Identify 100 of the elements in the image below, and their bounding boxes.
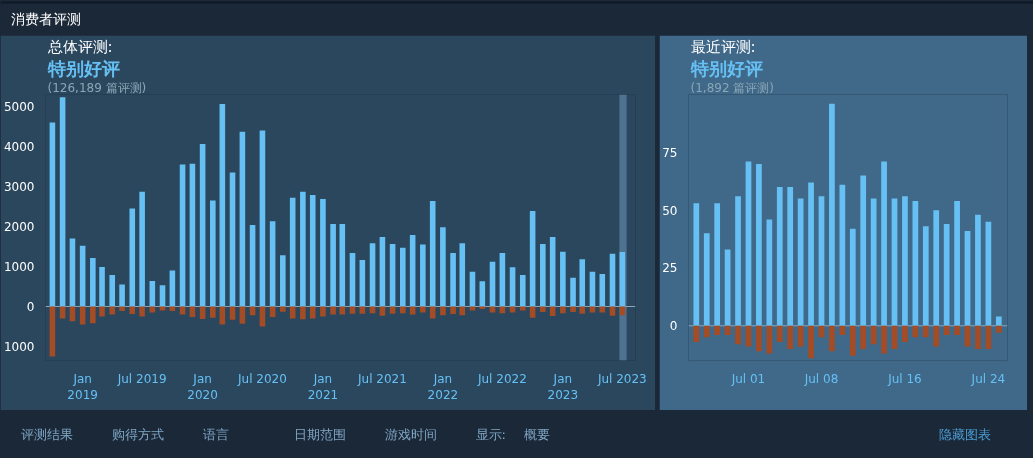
annotation: (126,189 篇评测) [47,80,147,95]
bar [309,306,316,319]
bar [540,244,546,307]
bar [540,306,546,313]
bar [249,224,256,307]
x-tick-label: Jul 2019 [116,371,167,386]
bar [109,306,116,315]
bar [589,271,596,307]
bar [579,306,586,314]
bar [109,274,116,307]
bar [330,224,336,307]
bar [309,194,316,307]
bar [119,306,125,311]
chart-subtitle: 特别好评 [46,57,120,79]
text: 日期范围 [293,427,346,442]
bar [808,325,814,359]
y-tick-label: 50 [662,203,678,218]
bar [609,253,616,307]
x-tick-label: Jul 2023 [596,371,647,386]
annotation: (1,892 篇评测) [690,80,775,95]
y-tick-label: 0 [669,319,678,334]
bar [995,325,1002,333]
bar [280,306,286,312]
y-tick-label: 75 [662,145,678,160]
bar [159,285,166,307]
bar [359,260,366,307]
bar [210,306,216,318]
bar [289,306,296,319]
text: 隐藏图表 [938,427,991,442]
bar [529,210,536,307]
bar [975,214,981,326]
bar [829,325,835,352]
bar [199,144,206,307]
bar [119,284,125,307]
bar [409,234,416,307]
bar [766,325,773,354]
bar [300,191,306,307]
bar [269,221,276,307]
bar [440,227,446,307]
bar [849,228,856,326]
bar [787,325,794,349]
bar [776,325,783,342]
bar [766,219,773,326]
bar [693,203,700,326]
bar [399,247,406,307]
bar [693,325,700,342]
bar [570,277,576,307]
x-tick-label: Jul 2022 [476,371,527,386]
x-tick-label: Jan 2019 [67,371,98,403]
bar [975,325,981,349]
bar [560,251,566,307]
bar [420,244,426,307]
bar [756,325,762,352]
text: 显示: [475,427,506,442]
bar [933,210,940,326]
text: 游戏时间 [384,427,437,442]
bar [943,325,950,336]
x-tick-label: Jan 2021 [307,371,339,403]
bar [300,306,306,320]
bar [943,224,950,326]
bar [99,306,105,317]
bar [570,306,576,313]
y-tick-label: 0 [26,300,35,314]
bar [59,306,66,319]
bar [450,306,456,315]
chart-title: 最近评测: [690,37,756,56]
bar [210,200,216,307]
bar [881,325,887,354]
x-tick-label: Jul 2021 [356,371,407,386]
bar [839,184,846,326]
x-tick-label: Jan 2020 [187,371,218,403]
bar [560,306,566,314]
y-tick-label: 2000 [3,220,35,234]
chart-title: 总体评测: [46,37,113,56]
bar [459,243,466,307]
bar [519,306,526,311]
bar [389,244,396,307]
bar [499,252,506,307]
bar [829,103,835,326]
x-tick-label: Jul 08 [803,371,839,386]
bar [599,274,606,307]
bar [579,259,586,307]
bar [469,271,476,307]
bar [489,261,496,307]
bar [399,306,406,314]
bar [995,316,1002,326]
x-tick-label: Jul 01 [730,371,766,386]
bar [379,236,386,307]
bar [429,306,436,319]
bar [860,325,867,349]
bar [219,104,226,307]
text: 评测结果 [20,427,73,442]
y-tick-label: 1000 [3,340,35,354]
bar [787,187,794,326]
bar [735,196,741,326]
bar [159,306,166,311]
bar [808,182,814,326]
x-tick-label: Jan 2022 [427,371,459,403]
bar [509,267,516,307]
bar [440,306,446,316]
